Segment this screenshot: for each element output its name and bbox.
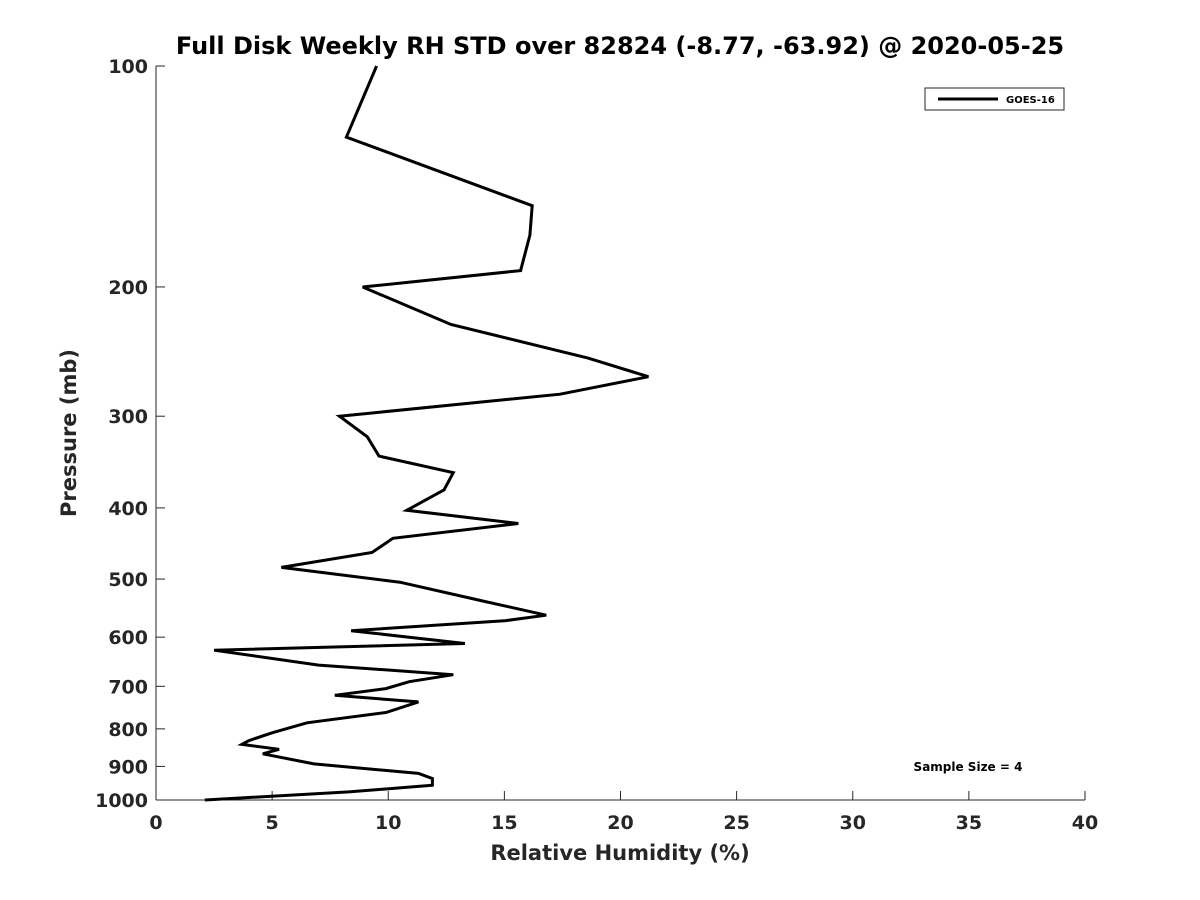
y-tick-label: 900 <box>108 756 148 778</box>
y-tick-label: 400 <box>108 498 148 520</box>
x-tick-label: 35 <box>956 812 982 834</box>
y-tick-label: 200 <box>108 277 148 299</box>
legend-label-goes16: GOES-16 <box>1006 95 1055 106</box>
series-line-goes-16 <box>204 65 649 802</box>
sample-size-annotation: Sample Size = 4 <box>914 760 1023 774</box>
x-tick-label: 0 <box>149 812 162 834</box>
x-tick-label: 5 <box>266 812 279 834</box>
y-tick-label: 300 <box>108 406 148 428</box>
x-tick-label: 20 <box>607 812 633 834</box>
x-tick-label: 30 <box>840 812 866 834</box>
y-tick-label: 1000 <box>95 790 148 812</box>
y-tick-label: 500 <box>108 569 148 591</box>
x-tick-label: 15 <box>491 812 517 834</box>
y-tick-label: 600 <box>108 627 148 649</box>
x-tick-label: 10 <box>375 812 401 834</box>
plot-area <box>155 66 1085 801</box>
y-ticks: 100 200 300 400 500 600 700 800 900 1000 <box>95 56 165 812</box>
x-axis-label: Relative Humidity (%) <box>490 841 749 865</box>
y-tick-label: 800 <box>108 719 148 741</box>
legend: GOES-16 <box>924 87 1065 111</box>
y-tick-label: 700 <box>108 676 148 698</box>
y-axis-label: Pressure (mb) <box>57 349 81 517</box>
series-layer <box>204 65 649 802</box>
x-tick-label: 40 <box>1072 812 1098 834</box>
y-tick-label: 100 <box>108 56 148 78</box>
x-tick-label: 25 <box>723 812 749 834</box>
x-ticks: 0 5 10 15 20 25 30 35 40 <box>149 791 1098 834</box>
chart-title: Full Disk Weekly RH STD over 82824 (-8.7… <box>176 32 1064 60</box>
